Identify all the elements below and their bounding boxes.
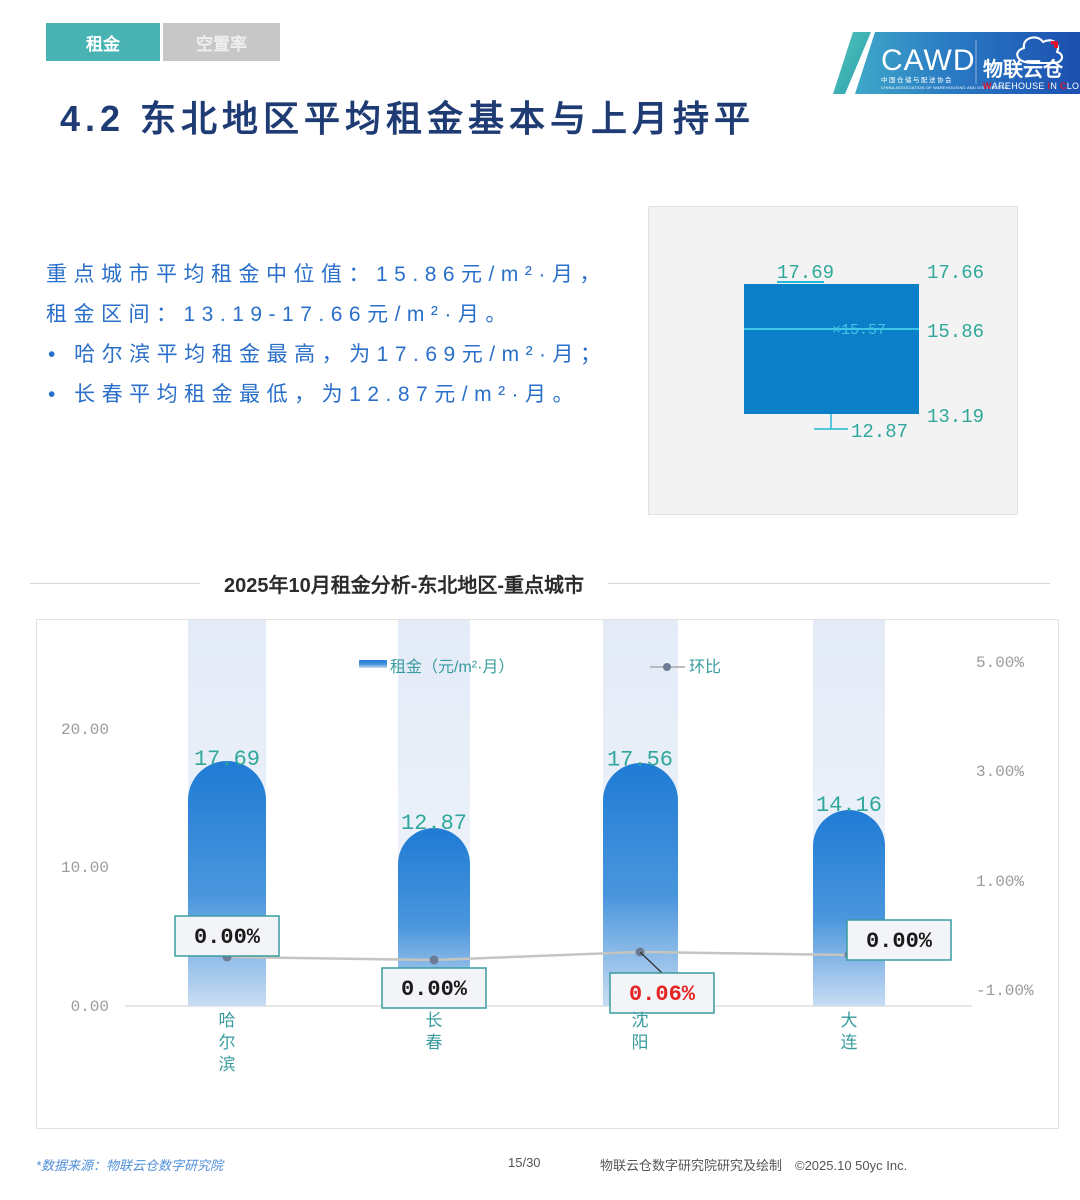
svg-text:滨: 滨 [219, 1055, 236, 1074]
svg-text:-1.00%: -1.00% [976, 982, 1034, 1000]
svg-text:沈: 沈 [632, 1011, 649, 1030]
svg-text:20.00: 20.00 [61, 721, 109, 739]
svg-text:环比: 环比 [689, 658, 721, 676]
svg-text:×15.57: ×15.57 [832, 322, 886, 339]
svg-text:租金（元/m²·月）: 租金（元/m²·月） [390, 658, 514, 676]
svg-text:12.87: 12.87 [851, 421, 908, 443]
svg-text:15.86: 15.86 [927, 321, 984, 343]
svg-text:0.00%: 0.00% [401, 977, 468, 1002]
svg-text:阳: 阳 [632, 1033, 649, 1052]
svg-text:14.16: 14.16 [816, 793, 882, 818]
svg-text:哈: 哈 [219, 1011, 236, 1030]
svg-text:连: 连 [841, 1033, 858, 1052]
svg-text:17.56: 17.56 [607, 748, 673, 773]
svg-text:大: 大 [841, 1011, 858, 1030]
svg-text:5.00%: 5.00% [976, 654, 1024, 672]
svg-text:0.00: 0.00 [71, 998, 109, 1016]
svg-text:中国仓储与配送协会: 中国仓储与配送协会 [881, 75, 953, 84]
svg-text:3.00%: 3.00% [976, 763, 1024, 781]
svg-text:10.00: 10.00 [61, 859, 109, 877]
svg-text:WAREHOUSE IN CLOUD: WAREHOUSE IN CLOUD [983, 81, 1080, 91]
svg-text:0.00%: 0.00% [866, 929, 933, 954]
svg-text:13.19: 13.19 [927, 406, 984, 428]
svg-text:CAWD: CAWD [881, 44, 976, 77]
svg-text:0.06%: 0.06% [629, 982, 696, 1007]
svg-text:1.00%: 1.00% [976, 873, 1024, 891]
svg-text:物联云仓: 物联云仓 [983, 57, 1064, 81]
svg-text:17.66: 17.66 [927, 262, 984, 284]
svg-text:长: 长 [426, 1011, 443, 1030]
svg-text:17.69: 17.69 [194, 747, 260, 772]
svg-text:尔: 尔 [219, 1033, 236, 1052]
svg-text:12.87: 12.87 [401, 811, 467, 836]
svg-text:春: 春 [426, 1033, 443, 1052]
svg-text:0.00%: 0.00% [194, 925, 261, 950]
svg-text:17.69: 17.69 [777, 262, 834, 284]
